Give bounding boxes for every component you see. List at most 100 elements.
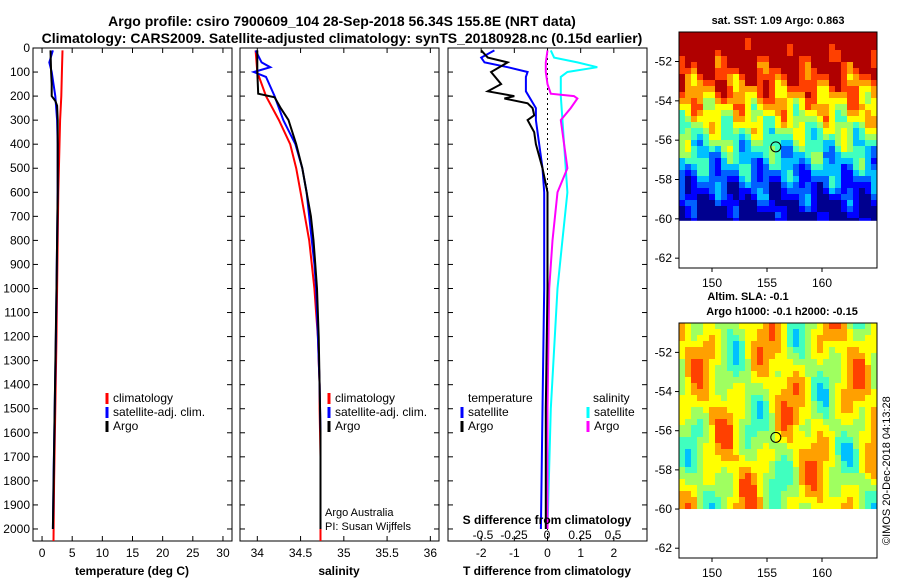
heatmap-cell <box>823 335 829 341</box>
heatmap-cell <box>793 449 799 455</box>
heatmap-cell <box>829 164 835 170</box>
heatmap-cell <box>853 98 859 104</box>
heatmap-cell <box>697 449 703 455</box>
heatmap-cell <box>685 110 691 116</box>
heatmap-cell <box>679 74 685 80</box>
heatmap-cell <box>757 86 763 92</box>
heatmap-cell <box>751 62 757 68</box>
heatmap-cell <box>709 347 715 353</box>
heatmap-cell <box>769 365 775 371</box>
heatmap-cell <box>805 395 811 401</box>
heatmap-cell <box>841 74 847 80</box>
heatmap-cell <box>709 323 715 329</box>
heatmap-cell <box>703 44 709 50</box>
heatmap-cell <box>787 80 793 86</box>
heatmap-cell <box>745 158 751 164</box>
heatmap-cell <box>871 503 877 509</box>
heatmap-cell <box>793 497 799 503</box>
heatmap-cell <box>739 44 745 50</box>
heatmap-cell <box>709 68 715 74</box>
heatmap-cell <box>685 98 691 104</box>
heatmap-cell <box>685 389 691 395</box>
heatmap-cell <box>847 182 853 188</box>
heatmap-cell <box>697 74 703 80</box>
heatmap-cell <box>799 152 805 158</box>
heatmap-cell <box>847 128 853 134</box>
heatmap-cell <box>841 425 847 431</box>
heatmap-cell <box>679 401 685 407</box>
heatmap-cell <box>817 158 823 164</box>
heatmap-cell <box>721 467 727 473</box>
heatmap-cell <box>817 212 823 218</box>
heatmap-cell <box>679 455 685 461</box>
heatmap-cell <box>805 473 811 479</box>
heatmap-cell <box>781 383 787 389</box>
heatmap-cell <box>817 74 823 80</box>
heatmap-cell <box>769 80 775 86</box>
heatmap-cell <box>709 377 715 383</box>
heatmap-cell <box>697 122 703 128</box>
depth-tick-label: 1000 <box>3 281 30 295</box>
heatmap-cell <box>769 491 775 497</box>
heatmap-cell <box>685 497 691 503</box>
heatmap-cell <box>847 98 853 104</box>
heatmap-cell <box>757 212 763 218</box>
heatmap-cell <box>703 347 709 353</box>
heatmap-cell <box>715 32 721 38</box>
heatmap-cell <box>775 413 781 419</box>
heatmap-cell <box>787 212 793 218</box>
depth-tick-label: 1700 <box>3 450 30 464</box>
heatmap-cell <box>871 206 877 212</box>
heatmap-cell <box>805 74 811 80</box>
heatmap-cell <box>679 56 685 62</box>
heatmap-cell <box>733 86 739 92</box>
heatmap-cell <box>769 473 775 479</box>
heatmap-cell <box>769 74 775 80</box>
heatmap-cell <box>865 401 871 407</box>
heatmap-cell <box>757 80 763 86</box>
heatmap-cell <box>697 212 703 218</box>
heatmap-cell <box>721 110 727 116</box>
heatmap-cell <box>865 431 871 437</box>
heatmap-cell <box>769 503 775 509</box>
heatmap-cell <box>775 98 781 104</box>
heatmap-cell <box>853 497 859 503</box>
depth-tick-label: 800 <box>10 233 30 247</box>
heatmap-cell <box>829 98 835 104</box>
heatmap-cell <box>757 431 763 437</box>
heatmap-cell <box>787 98 793 104</box>
heatmap-cell <box>763 44 769 50</box>
heatmap-cell <box>697 218 703 221</box>
heatmap-cell <box>751 431 757 437</box>
heatmap-cell <box>793 413 799 419</box>
heatmap-cell <box>745 449 751 455</box>
heatmap-cell <box>805 401 811 407</box>
heatmap-cell <box>799 212 805 218</box>
heatmap-cell <box>679 188 685 194</box>
heatmap-cell <box>829 341 835 347</box>
heatmap-cell <box>775 395 781 401</box>
heatmap-cell <box>721 152 727 158</box>
heatmap-cell <box>811 134 817 140</box>
heatmap-cell <box>805 377 811 383</box>
heatmap-cell <box>835 335 841 341</box>
heatmap-cell <box>715 56 721 62</box>
heatmap-cell <box>817 335 823 341</box>
heatmap-cell <box>787 455 793 461</box>
heatmap-cell <box>685 323 691 329</box>
heatmap-cell <box>787 182 793 188</box>
heatmap-cell <box>757 437 763 443</box>
heatmap-cell <box>691 443 697 449</box>
heatmap-cell <box>829 371 835 377</box>
heatmap-cell <box>793 329 799 335</box>
heatmap-cell <box>829 323 835 329</box>
heatmap-cell <box>841 401 847 407</box>
heatmap-cell <box>709 206 715 212</box>
heatmap-cell <box>817 50 823 56</box>
heatmap-cell <box>805 56 811 62</box>
heatmap-cell <box>691 182 697 188</box>
heatmap-cell <box>835 146 841 152</box>
heatmap-cell <box>823 359 829 365</box>
heatmap-cell <box>781 329 787 335</box>
heatmap-cell <box>823 38 829 44</box>
